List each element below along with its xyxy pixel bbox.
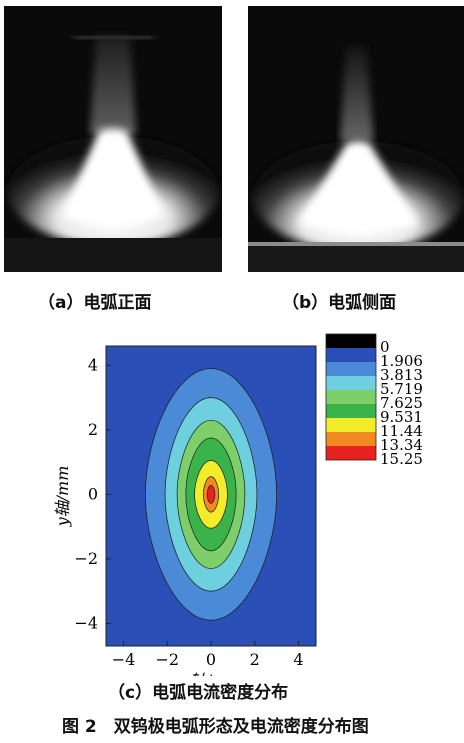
y-axis-label: y轴/mm — [53, 466, 72, 528]
legend-swatch-1 — [326, 348, 376, 362]
x-tick-label-4: 4 — [293, 650, 303, 669]
caption-c: （c）电弧电流密度分布 — [108, 683, 289, 703]
legend-label-5: 9.531 — [380, 408, 423, 426]
legend-label-1: 1.906 — [380, 352, 423, 370]
legend-label-0: 0 — [380, 338, 390, 356]
legend-label-3: 5.719 — [380, 380, 423, 398]
caption-b: （b）电弧侧面 — [282, 293, 397, 313]
x-tick-label-3: 2 — [250, 650, 260, 669]
current-density-chart: −4−2024420−2−4x轴/mmy轴/mm01.9063.8135.719… — [0, 326, 464, 690]
x-tick-label-0: −4 — [112, 650, 136, 669]
x-tick-label-2: 0 — [206, 650, 216, 669]
legend-frame — [325, 333, 377, 461]
legend-swatch-7 — [326, 432, 376, 446]
legend-label-4: 7.625 — [380, 394, 423, 412]
arc-side-image — [248, 6, 464, 272]
legend-swatch-3 — [326, 376, 376, 390]
legend-swatch-2 — [326, 362, 376, 376]
legend-label-8: 15.25 — [380, 450, 423, 468]
legend-swatch-6 — [326, 418, 376, 432]
x-tick-label-1: −2 — [155, 650, 179, 669]
current-density-contour-plot: −4−2024420−2−4x轴/mmy轴/mm01.9063.8135.719… — [53, 333, 423, 690]
legend-label-2: 3.813 — [380, 366, 423, 384]
contour-level-7 — [206, 485, 216, 504]
legend-swatch-0 — [326, 334, 376, 348]
caption-a: （a）电弧正面 — [38, 293, 152, 313]
arc-front-image — [4, 6, 222, 272]
x-axis-label: x轴/mm — [181, 671, 242, 676]
arc-side-photo — [248, 6, 464, 272]
figure-caption: 图 2 双钨极电弧形态及电流密度分布图 — [62, 717, 369, 737]
y-tick-label-3: −2 — [74, 549, 98, 568]
legend-label-6: 11.44 — [380, 422, 423, 440]
y-tick-label-4: −4 — [74, 613, 98, 632]
y-tick-label-0: 4 — [88, 355, 98, 374]
legend-swatch-8 — [326, 446, 376, 460]
y-tick-label-2: 0 — [88, 484, 98, 503]
y-tick-label-1: 2 — [88, 420, 98, 439]
arc-front-photo — [4, 6, 222, 272]
legend-label-7: 13.34 — [380, 436, 423, 454]
legend-swatch-5 — [326, 404, 376, 418]
legend-swatch-4 — [326, 390, 376, 404]
